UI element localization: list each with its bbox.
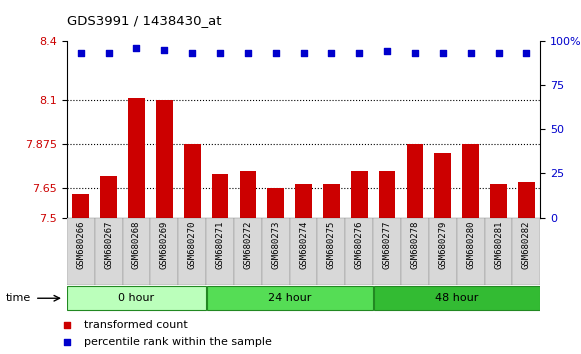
Text: GSM680276: GSM680276: [355, 221, 364, 269]
Text: GSM680271: GSM680271: [216, 221, 224, 269]
Bar: [95, 218, 123, 285]
Bar: [379, 171, 396, 218]
Bar: [156, 100, 173, 218]
Bar: [457, 218, 485, 285]
Bar: [374, 286, 540, 310]
Point: [466, 50, 475, 56]
Bar: [150, 218, 178, 285]
Point: [522, 50, 531, 56]
Bar: [323, 184, 340, 218]
Point: [494, 50, 503, 56]
Bar: [435, 153, 451, 218]
Text: GSM680273: GSM680273: [271, 221, 280, 269]
Bar: [290, 218, 317, 285]
Text: 24 hour: 24 hour: [268, 293, 311, 303]
Bar: [295, 184, 312, 218]
Text: GSM680267: GSM680267: [104, 221, 113, 269]
Bar: [401, 218, 429, 285]
Text: 48 hour: 48 hour: [435, 293, 479, 303]
Point: [132, 45, 141, 51]
Bar: [206, 218, 234, 285]
Point: [243, 50, 253, 56]
Text: GDS3991 / 1438430_at: GDS3991 / 1438430_at: [67, 13, 221, 27]
Bar: [512, 218, 540, 285]
Bar: [407, 144, 424, 218]
Point: [76, 50, 85, 56]
Bar: [239, 171, 256, 218]
Text: GSM680269: GSM680269: [160, 221, 169, 269]
Point: [188, 50, 197, 56]
Bar: [184, 144, 200, 218]
Text: GSM680281: GSM680281: [494, 221, 503, 269]
Bar: [178, 218, 206, 285]
Bar: [67, 218, 95, 285]
Point: [382, 48, 392, 54]
Text: transformed count: transformed count: [84, 320, 188, 330]
Bar: [317, 218, 345, 285]
Bar: [128, 98, 145, 218]
Text: GSM680270: GSM680270: [188, 221, 196, 269]
Bar: [345, 218, 373, 285]
Text: GSM680277: GSM680277: [383, 221, 392, 269]
Text: GSM680274: GSM680274: [299, 221, 308, 269]
Text: GSM680275: GSM680275: [327, 221, 336, 269]
Point: [438, 50, 447, 56]
Bar: [267, 188, 284, 218]
Text: GSM680279: GSM680279: [438, 221, 447, 269]
Text: GSM680266: GSM680266: [76, 221, 85, 269]
Point: [216, 50, 225, 56]
Bar: [207, 286, 372, 310]
Point: [104, 50, 113, 56]
Bar: [234, 218, 262, 285]
Text: GSM680282: GSM680282: [522, 221, 531, 269]
Bar: [101, 176, 117, 218]
Point: [271, 50, 281, 56]
Bar: [490, 184, 507, 218]
Point: [160, 47, 169, 52]
Bar: [518, 182, 535, 218]
Point: [410, 50, 419, 56]
Text: GSM680268: GSM680268: [132, 221, 141, 269]
Text: time: time: [6, 293, 31, 303]
Text: GSM680272: GSM680272: [243, 221, 252, 269]
Bar: [67, 286, 206, 310]
Bar: [123, 218, 150, 285]
Bar: [429, 218, 457, 285]
Bar: [485, 218, 512, 285]
Point: [63, 339, 72, 344]
Bar: [73, 194, 89, 218]
Point: [299, 50, 308, 56]
Text: percentile rank within the sample: percentile rank within the sample: [84, 337, 272, 347]
Bar: [211, 175, 228, 218]
Text: 0 hour: 0 hour: [119, 293, 155, 303]
Point: [63, 322, 72, 328]
Point: [354, 50, 364, 56]
Bar: [351, 171, 368, 218]
Point: [327, 50, 336, 56]
Bar: [373, 218, 401, 285]
Text: GSM680280: GSM680280: [466, 221, 475, 269]
Bar: [262, 218, 290, 285]
Text: GSM680278: GSM680278: [411, 221, 419, 269]
Bar: [462, 144, 479, 218]
